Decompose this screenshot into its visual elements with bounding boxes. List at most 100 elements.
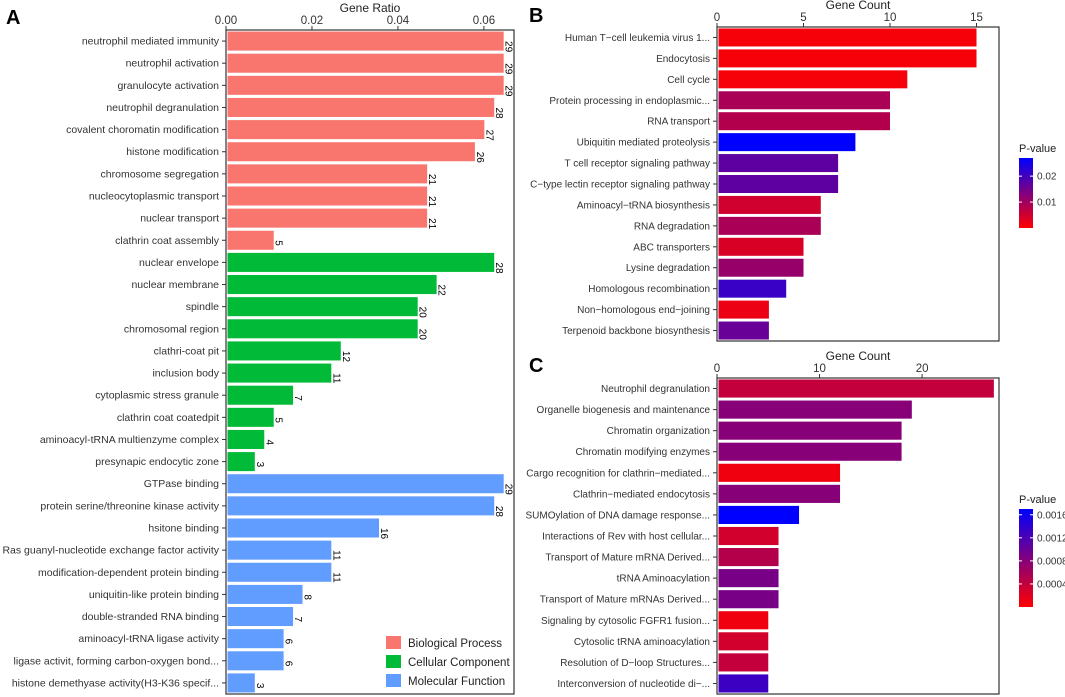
colorbar-tick-label: 0.0012 [1037,533,1065,544]
category-label: tRNA Aminoacylation [617,574,710,585]
bar-count-label: 11 [330,572,341,583]
bar [227,53,504,73]
category-label: Terpenoid backbone biosynthesis [562,326,710,337]
bar [718,133,856,152]
bar-count-label: 29 [503,484,514,496]
category-label: Interconversion of nucleotide di−... [557,679,710,690]
bar [227,142,475,162]
x-axis-title: Gene Count [826,349,891,363]
category-label: Clathrin−mediated endocytosis [573,489,710,500]
category-label: covalent choromatin modification [66,124,219,136]
plot-frame [716,377,1000,695]
x-axis-title: Gene Count [826,0,891,12]
bar [227,363,332,383]
legend-swatch [386,674,401,687]
bar [227,452,255,472]
x-tick-label: 0 [714,12,720,24]
category-label: RNA transport [647,117,710,128]
panel-b-kegg-enrichment: B Gene Count 0 5 10 15 Human T−cell leukemia v… [529,0,1057,342]
legend-label: Cellular Component [408,657,510,669]
bar [227,651,284,671]
bar [227,275,437,295]
bar-count-label: 22 [436,285,447,297]
bar-count-label: 28 [493,506,504,518]
legend-swatch [386,655,401,668]
category-label: hsitone binding [148,523,219,535]
category-label: SUMOylation of DNA damage response... [525,510,710,521]
category-label: Organelle biogenesis and maintenance [537,405,711,416]
bar [227,385,294,405]
panel-letter: C [529,355,543,377]
panel-c-reactome-enrichment: C Gene Count 0 10 20 Neutrophil degranulation… [525,349,1065,695]
bar-count-label: 11 [330,550,341,561]
panel-letter: A [6,7,20,29]
bar-count-label: 28 [493,107,504,119]
category-label: spindle [186,301,219,313]
category-label: Ras guanyl-nucleotide exchange factor ac… [2,545,219,557]
category-label: modification-dependent protein binding [38,567,219,579]
bar [227,540,332,560]
bar-count-label: 3 [254,683,265,689]
category-label: granulocyte activation [117,80,219,92]
bar [227,562,332,582]
bar [718,279,787,298]
legend-swatch [386,636,401,649]
x-tick-label: 15 [970,12,983,24]
bar-count-label: 3 [254,462,265,468]
plot-frame [716,26,1000,342]
bar [227,252,495,272]
plot-frame [225,29,515,695]
category-label: Neutrophil degranulation [601,384,710,395]
bar-count-label: 27 [483,130,494,142]
category-label: Transport of Mature mRNA Derived... [545,553,710,564]
bar-count-label: 11 [330,373,341,384]
bar [718,442,902,461]
category-label: nuclear transport [140,213,219,225]
category-label: Lysine degradation [626,263,710,274]
x-tick-label: 0.00 [215,15,237,27]
category-label: ligase activit, forming carbon-oxygen bo… [14,655,219,667]
bar [227,186,428,206]
bar-count-label: 29 [503,85,514,97]
bar [227,75,504,95]
bar [227,208,428,228]
colorbar-title: P-value [1019,494,1056,506]
category-label: T cell receptor signaling pathway [565,159,710,170]
bar [718,400,912,419]
bar-count-label: 7 [292,617,303,623]
category-label: Aminoacyl−tRNA biosynthesis [577,200,710,211]
category-label: neutrophil activation [126,58,220,70]
category-label: Chromatin modifying enzymes [576,447,711,458]
colorbar-tick-label: 0.0008 [1037,556,1065,567]
bar [227,120,485,140]
category-label: Signaling by cytosolic FGFR1 fusion... [541,616,710,627]
category-label: chromosome segregation [101,168,220,180]
bar-count-label: 20 [417,307,428,319]
bar [718,237,804,256]
bar-count-label: 8 [302,594,313,600]
x-tick-label: 0.04 [387,15,410,27]
bar-count-label: 26 [474,152,485,164]
category-label: uniquitin-like protein binding [89,589,219,601]
bar [227,496,495,516]
category-label: chromosomal region [124,323,219,335]
x-tick-label: 0 [714,363,720,375]
bar [718,49,977,68]
colorbar-title: P-value [1019,143,1056,155]
category-label: Human T−cell leukemia virus 1... [565,33,710,44]
bar-count-label: 21 [426,218,437,230]
bar-count-label: 5 [273,240,284,246]
bar-count-label: 20 [417,329,428,341]
category-label: aminoacyl-tRNA multienzyme complex [40,434,220,446]
colorbar-tick-label: 0.01 [1037,198,1057,209]
bar-count-label: 21 [426,174,437,186]
bar-count-label: 5 [273,417,284,423]
panel-a-go-enrichment: A Gene Ratio 0.00 0.02 0.04 0.06 neutrophil me… [2,1,515,695]
bar [227,673,255,693]
bar [227,319,418,339]
category-label: Cytosolic tRNA aminoacylation [574,637,710,648]
bar [718,548,779,567]
bar [227,407,274,427]
bar [718,505,800,524]
x-axis-title: Gene Ratio [340,1,401,15]
